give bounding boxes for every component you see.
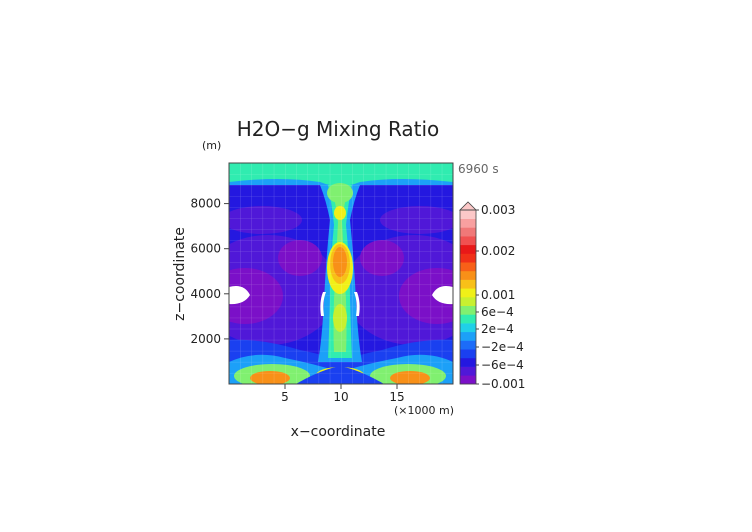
- colorbar-swatch: [460, 305, 476, 315]
- colorbar-swatch: [460, 244, 476, 254]
- colorbar-label: 0.001: [481, 288, 515, 302]
- colorbar-swatch: [460, 227, 476, 237]
- colorbar-swatch: [460, 288, 476, 298]
- x-tick-label: 5: [281, 390, 289, 404]
- colorbar-swatch: [460, 279, 476, 289]
- y-unit-label: (m): [202, 139, 221, 152]
- y-tick-label: 4000: [190, 287, 221, 301]
- colorbar-swatch: [460, 331, 476, 341]
- x-tick-label: 15: [389, 390, 404, 404]
- colorbar-frame: [459, 209, 477, 385]
- colorbar-swatch: [460, 357, 476, 367]
- x-axis-label: x−coordinate: [291, 424, 386, 440]
- colorbar-swatch: [460, 340, 476, 350]
- y-axis: 2000 4000 6000 8000: [190, 197, 229, 346]
- plot-area: [229, 163, 453, 384]
- x-unit-label: (×1000 m): [394, 404, 454, 417]
- colorbar-swatch: [460, 253, 476, 263]
- x-axis: 5 10 15: [281, 384, 405, 404]
- colorbar-label: −0.001: [481, 377, 525, 391]
- colorbar-swatch: [460, 218, 476, 228]
- colorbar-label: 0.003: [481, 203, 515, 217]
- colorbar-swatch: [460, 314, 476, 324]
- grid-overlay: [229, 163, 453, 384]
- colorbar-swatch: [460, 375, 476, 385]
- y-axis-label: z−coordinate: [172, 227, 188, 321]
- colorbar-swatch: [460, 262, 476, 272]
- x-tick-label: 10: [333, 390, 348, 404]
- colorbar-arrow: [459, 201, 477, 211]
- colorbar-swatch: [460, 349, 476, 359]
- colorbar-swatch: [460, 210, 476, 219]
- colorbar-swatch: [460, 270, 476, 280]
- colorbar-swatch: [460, 323, 476, 333]
- y-tick-label: 8000: [190, 197, 221, 211]
- y-tick-label: 6000: [190, 242, 221, 256]
- colorbar-label: 0.002: [481, 244, 515, 258]
- colorbar-swatch: [460, 366, 476, 376]
- colorbar-swatch: [460, 297, 476, 306]
- colorbar-swatch: [460, 236, 476, 246]
- colorbar-label: −6e−4: [481, 358, 524, 372]
- colorbar-label: −2e−4: [481, 340, 524, 354]
- time-label: 6960 s: [458, 162, 499, 176]
- y-tick-label: 2000: [190, 332, 221, 346]
- colorbar-label: 2e−4: [481, 322, 514, 336]
- colorbar-label: 6e−4: [481, 305, 514, 319]
- chart-title: H2O−g Mixing Ratio: [237, 117, 440, 141]
- colorbar: 0.003 0.002 0.001 6e−4 2e−4 −2e−4 −6e−4 −0.001: [459, 201, 525, 391]
